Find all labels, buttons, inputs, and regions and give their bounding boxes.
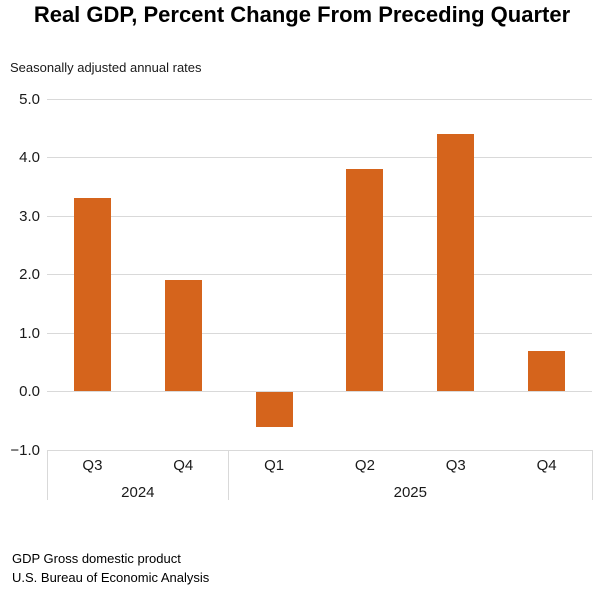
bar-2025-q1	[255, 391, 293, 427]
bar-2024-q3	[73, 198, 111, 392]
y-tick-label: −1.0	[10, 441, 40, 459]
x-tick-quarter-label: Q4	[173, 457, 194, 474]
bar-2025-q3	[437, 134, 475, 392]
x-tick-quarter-label: Q3	[82, 457, 103, 474]
gridline	[47, 157, 592, 158]
gridline	[47, 391, 592, 392]
bar-2025-q4	[528, 350, 566, 392]
chart-subtitle: Seasonally adjusted annual rates	[10, 60, 202, 75]
y-tick-label: 3.0	[19, 207, 40, 225]
y-tick-label: 5.0	[19, 90, 40, 108]
gridline	[47, 215, 592, 217]
chart-title: Real GDP, Percent Change From Preceding …	[33, 2, 571, 27]
year-label-2024: 2024	[121, 484, 155, 501]
bar-2025-q2	[346, 169, 384, 392]
footnote-gdp-definition: GDP Gross domestic product	[12, 551, 181, 566]
gridline	[47, 332, 592, 334]
y-tick-label: 2.0	[19, 266, 40, 283]
x-tick-quarter-label: Q4	[536, 457, 557, 474]
year-label-2025: 2025	[393, 484, 427, 501]
y-tick-label: 0.0	[19, 383, 40, 400]
gridline	[47, 449, 592, 451]
x-tick-quarter-label: Q2	[354, 457, 375, 474]
year-group-separator	[228, 450, 230, 500]
y-tick-label: 4.0	[19, 149, 40, 166]
year-group-separator	[46, 450, 48, 500]
year-group-separator	[591, 450, 593, 500]
bar-2024-q4	[164, 280, 202, 392]
x-tick-quarter-label: Q1	[264, 457, 285, 474]
gridline	[47, 274, 592, 275]
gridline	[47, 98, 592, 100]
footnote-source: U.S. Bureau of Economic Analysis	[12, 570, 210, 585]
y-tick-label: 1.0	[19, 324, 40, 342]
x-tick-quarter-label: Q3	[445, 457, 466, 474]
footnotes: GDP Gross domestic product U.S. Bureau o…	[12, 549, 209, 587]
